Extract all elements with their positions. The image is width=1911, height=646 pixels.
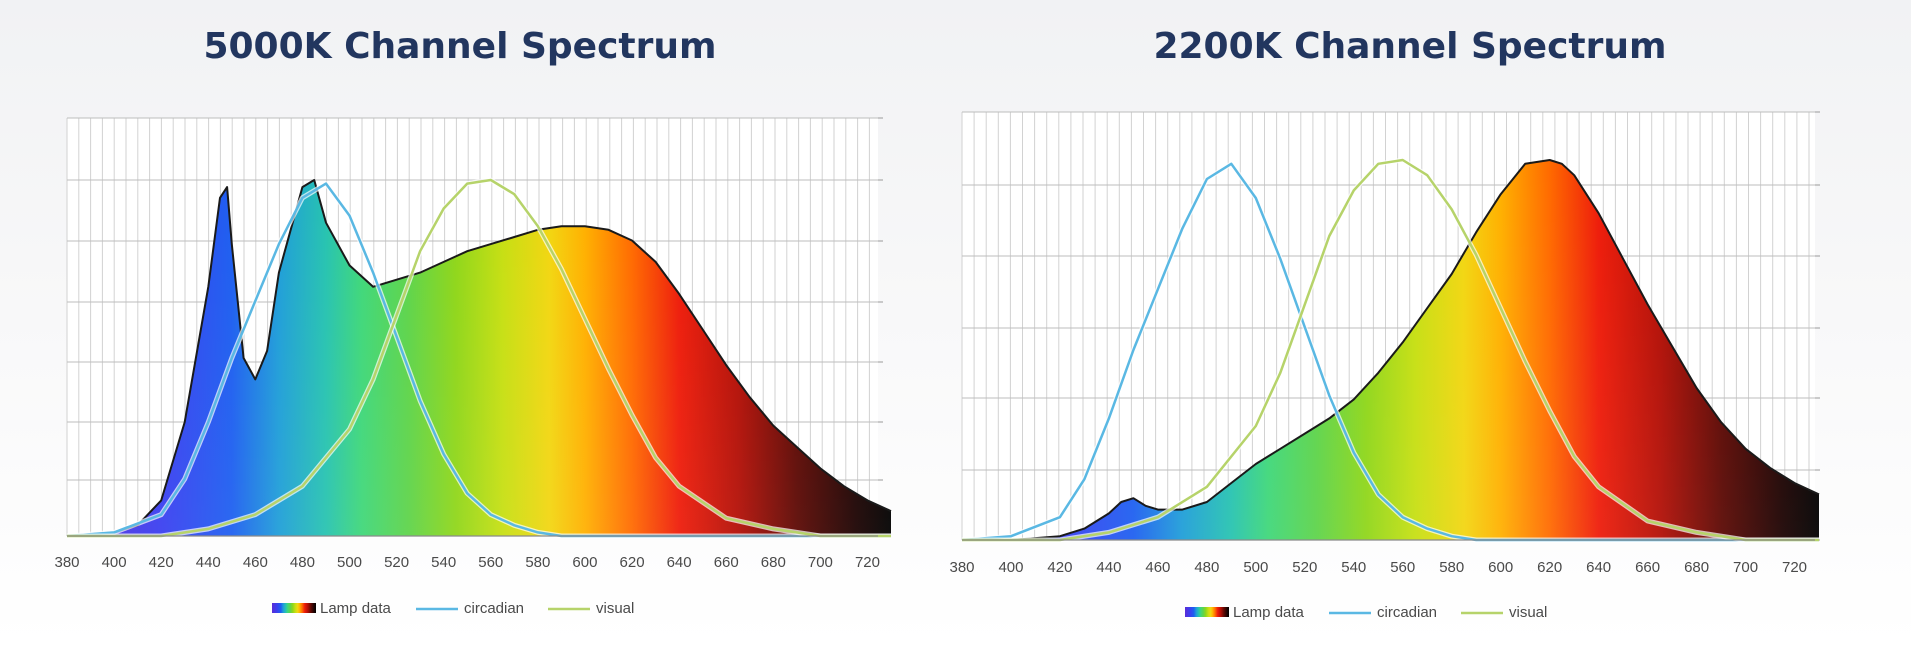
legend-label-visual: visual <box>596 600 634 617</box>
visual-curve <box>67 178 891 538</box>
x-tick-label: 560 <box>478 554 503 571</box>
x-tick-label: 680 <box>761 554 786 571</box>
x-tick-label: 420 <box>149 554 174 571</box>
x-tick-label: 700 <box>808 554 833 571</box>
legend-label-visual: visual <box>1509 604 1547 621</box>
x-tick-label: 380 <box>54 554 79 571</box>
x-tick-label: 520 <box>384 554 409 571</box>
legend: Lamp data circadian visual <box>1185 604 1547 621</box>
legend-swatch-lamp-data <box>1185 607 1229 617</box>
grid <box>961 111 1820 541</box>
lamp-spectrum-shade <box>67 180 891 536</box>
lamp-spectrum-outline <box>962 159 1820 541</box>
legend-label-lamp-data: Lamp data <box>1233 604 1305 621</box>
x-tick-label: 540 <box>1341 559 1366 576</box>
visual-curve <box>962 158 1819 542</box>
x-tick-label: 700 <box>1733 559 1758 576</box>
x-tick-label: 540 <box>431 554 456 571</box>
x-tick-label: 480 <box>290 554 315 571</box>
x-tick-label: 620 <box>1537 559 1562 576</box>
legend-swatch-lamp-data <box>272 603 316 613</box>
x-tick-label: 680 <box>1684 559 1709 576</box>
x-tick-label: 640 <box>667 554 692 571</box>
lamp-spectrum-shade <box>962 160 1819 540</box>
x-tick-label: 720 <box>855 554 880 571</box>
x-tick-label: 720 <box>1782 559 1807 576</box>
legend-label-circadian: circadian <box>464 600 524 617</box>
x-tick-label: 580 <box>1439 559 1464 576</box>
chart-title-5000k: 5000K Channel Spectrum <box>203 26 717 67</box>
x-tick-label: 460 <box>243 554 268 571</box>
x-tick-label: 380 <box>949 559 974 576</box>
x-tick-label: 500 <box>1243 559 1268 576</box>
x-tick-label: 640 <box>1586 559 1611 576</box>
legend-label-lamp-data: Lamp data <box>320 600 392 617</box>
x-tick-label: 560 <box>1390 559 1415 576</box>
x-tick-label: 660 <box>714 554 739 571</box>
x-tick-label: 620 <box>620 554 645 571</box>
x-tick-label: 580 <box>525 554 550 571</box>
x-tick-label: 440 <box>1096 559 1121 576</box>
legend: Lamp data circadian visual <box>272 600 634 617</box>
x-tick-label: 600 <box>1488 559 1513 576</box>
x-tick-label: 600 <box>572 554 597 571</box>
x-tick-label: 520 <box>1292 559 1317 576</box>
x-tick-label: 420 <box>1047 559 1072 576</box>
chart-title-2200k: 2200K Channel Spectrum <box>1153 26 1667 67</box>
x-tick-label: 400 <box>102 554 127 571</box>
x-tick-label: 480 <box>1194 559 1219 576</box>
x-tick-label: 440 <box>196 554 221 571</box>
legend-label-circadian: circadian <box>1377 604 1437 621</box>
x-tick-label: 460 <box>1145 559 1170 576</box>
x-tick-label: 400 <box>998 559 1023 576</box>
x-tick-label: 660 <box>1635 559 1660 576</box>
lamp-spectrum-outline <box>66 179 892 537</box>
x-tick-label: 500 <box>337 554 362 571</box>
